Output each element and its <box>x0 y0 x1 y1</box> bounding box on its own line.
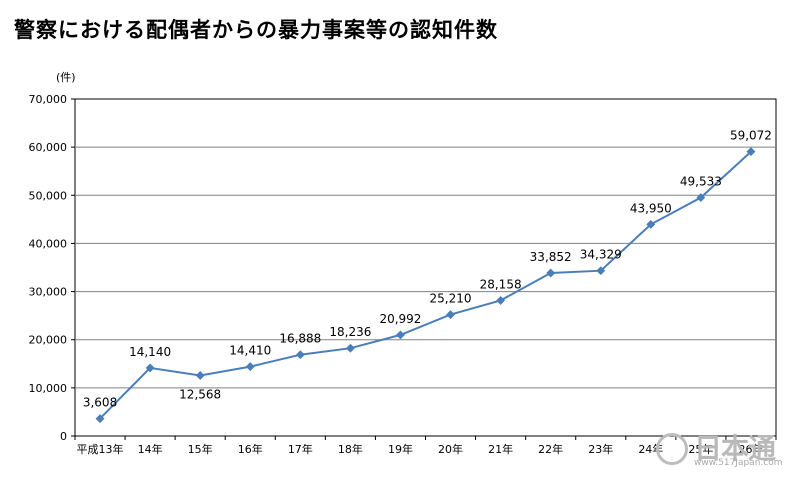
y-tick-label: 0 <box>60 430 67 443</box>
y-unit-label: (件) <box>56 71 76 84</box>
y-tick-label: 20,000 <box>29 334 68 347</box>
x-tick-label: 21年 <box>488 442 513 456</box>
series-line-path <box>99 150 752 420</box>
data-label: 14,140 <box>129 345 171 359</box>
x-tick-label: 22年 <box>538 442 563 456</box>
x-tick-label: 19年 <box>388 442 413 456</box>
x-tick-label: 23年 <box>588 442 613 456</box>
x-tick-label: 17年 <box>288 442 313 456</box>
data-point-marker <box>746 147 756 157</box>
data-label: 33,852 <box>530 250 572 264</box>
data-point-marker <box>245 362 255 372</box>
watermark-logo: 日本通 www.517Japan.com <box>656 427 786 469</box>
data-label: 25,210 <box>430 292 472 306</box>
data-point-marker <box>395 330 406 340</box>
data-label: 14,410 <box>229 344 271 358</box>
data-label: 20,992 <box>379 312 421 326</box>
data-label: 16,888 <box>279 332 321 346</box>
data-point-marker <box>496 295 506 305</box>
logo-icon <box>656 433 688 465</box>
watermark-text: 日本通 <box>694 432 776 465</box>
x-tick-label: 26年 <box>738 442 763 456</box>
x-axis-ticks: 平成13年 14年 15年 16年 17年 18年 19年 20年 21年 22年 23年 24年 25… <box>74 436 777 456</box>
y-tick-label: 10,000 <box>29 382 68 395</box>
data-labels: 3,608 14,140 12,568 14,410 16,888 18,236 20,99… <box>83 129 772 410</box>
data-point-marker <box>295 350 305 360</box>
x-tick-label: 14年 <box>138 442 163 456</box>
x-tick-label: 平成13年 <box>77 442 124 456</box>
data-label: 12,568 <box>179 387 221 401</box>
data-point-marker <box>546 268 556 278</box>
y-tick-label: 60,000 <box>29 141 68 154</box>
plot-frame <box>74 98 777 437</box>
x-tick-label: 25年 <box>688 442 713 456</box>
y-axis-ticks: 0 10,000 20,000 30,000 40,000 50,000 60,000 70,… <box>29 93 75 443</box>
y-tick-label: 30,000 <box>29 286 68 299</box>
data-label: 34,329 <box>580 248 622 262</box>
y-tick-label: 70,000 <box>29 93 68 106</box>
y-tick-label: 50,000 <box>29 189 68 202</box>
data-label: 49,533 <box>680 175 722 189</box>
data-label: 59,072 <box>730 129 772 143</box>
y-tick-label: 40,000 <box>29 237 68 250</box>
data-point-marker <box>145 363 155 373</box>
grid <box>74 98 777 437</box>
data-points <box>95 147 756 424</box>
x-tick-label: 16年 <box>238 442 263 456</box>
watermark-subtext: www.517Japan.com <box>694 458 783 468</box>
data-point-marker <box>345 343 355 353</box>
data-label: 18,236 <box>329 325 371 339</box>
x-tick-label: 18年 <box>338 442 363 456</box>
data-point-marker <box>696 192 706 203</box>
data-point-marker <box>195 370 205 381</box>
data-label: 43,950 <box>630 201 672 215</box>
data-point-marker <box>596 266 606 276</box>
data-label: 28,158 <box>480 277 522 291</box>
data-point-marker <box>445 310 456 320</box>
chart-title: 警察における配偶者からの暴力事案等の認知件数 <box>14 18 498 42</box>
x-tick-label: 20年 <box>438 442 463 456</box>
data-point-marker <box>95 414 105 424</box>
x-tick-label: 15年 <box>188 442 213 456</box>
series-line <box>99 150 752 420</box>
data-label: 3,608 <box>83 396 117 410</box>
data-point-marker <box>646 219 656 229</box>
